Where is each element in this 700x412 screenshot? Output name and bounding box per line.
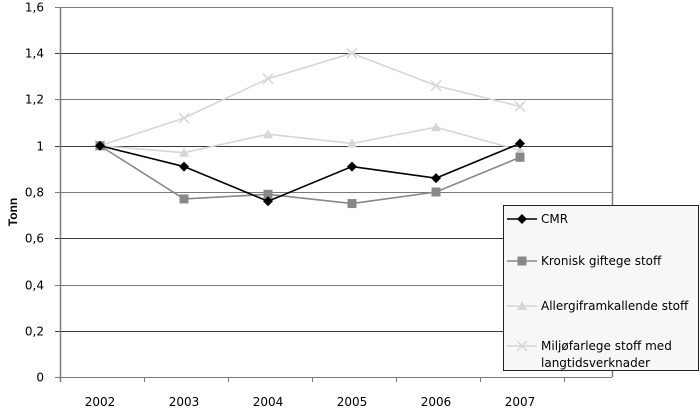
- x-marker-icon: [430, 80, 442, 92]
- triangle-marker-icon: [517, 301, 527, 310]
- square-marker-icon: [517, 256, 527, 266]
- y-tick-label: 0,4: [25, 279, 44, 293]
- x-tick-label: 2003: [169, 395, 200, 409]
- square-marker-icon: [347, 199, 357, 209]
- legend-box: [503, 205, 699, 371]
- y-tick-label: 0,8: [25, 186, 44, 200]
- square-marker-icon: [263, 189, 273, 199]
- legend-item: Allergiframkallende stoff: [507, 299, 689, 313]
- x-tick-label: 2006: [421, 395, 452, 409]
- triangle-marker-icon: [431, 122, 441, 132]
- triangle-marker-icon: [179, 147, 189, 157]
- square-marker-icon: [179, 194, 189, 204]
- legend-label: Allergiframkallende stoff: [541, 299, 689, 313]
- x-marker-icon: [346, 47, 358, 59]
- legend-item: CMR: [507, 212, 568, 226]
- series-line: [99, 52, 521, 147]
- y-tick-label: 1,4: [25, 47, 44, 61]
- triangle-marker-icon: [515, 145, 525, 155]
- diamond-marker-icon: [95, 140, 105, 151]
- triangle-marker-icon: [347, 138, 357, 148]
- triangle-marker-icon: [263, 129, 273, 139]
- diamond-marker-icon: [431, 173, 441, 184]
- x-tick-label: 2004: [253, 395, 284, 409]
- series-cmr: [95, 138, 525, 207]
- diamond-marker-icon: [263, 196, 273, 207]
- x-tick-label: 2007: [505, 395, 536, 409]
- diamond-marker-icon: [517, 214, 527, 224]
- x-tick-label: 2002: [85, 395, 116, 409]
- square-marker-icon: [431, 187, 441, 197]
- y-tick-label: 1: [36, 140, 44, 154]
- legend-label: Miljøfarlege stoff med: [541, 339, 672, 353]
- data-series: [94, 47, 526, 209]
- series-allergiframkallende-stoff: [95, 122, 525, 157]
- legend-label: CMR: [541, 212, 568, 226]
- legend-item: Kronisk giftege stoff: [507, 254, 662, 268]
- y-tick-label: 0: [36, 371, 44, 385]
- diamond-marker-icon: [179, 161, 189, 172]
- series-line: [99, 126, 521, 154]
- y-tick-label: 0,2: [25, 325, 44, 339]
- x-marker-icon: [516, 340, 528, 352]
- y-axis-label: Tonn: [6, 198, 20, 226]
- legend-label: langtidsverknader: [541, 356, 650, 370]
- diamond-marker-icon: [515, 138, 525, 149]
- x-marker-icon: [514, 100, 526, 112]
- y-axis-ticks: 0 0,2 0,4 0,6 0,8 1 1,2 1,4 1,6: [25, 1, 44, 385]
- series-line: [99, 142, 521, 203]
- square-marker-icon: [515, 152, 525, 162]
- gridlines: [55, 7, 612, 378]
- series-line: [99, 145, 521, 205]
- legend-item: Miljøfarlege stoff med langtidsverknader: [507, 339, 672, 370]
- x-marker-icon: [262, 73, 274, 85]
- legend-label: Kronisk giftege stoff: [541, 254, 662, 268]
- x-axis-ticks: 2002 2003 2004 2005 2006 2007: [85, 395, 536, 409]
- legend: CMR Kronisk giftege stoff Allergiframkalle…: [503, 205, 699, 371]
- y-tick-label: 1,2: [25, 93, 44, 107]
- y-tick-label: 1,6: [25, 1, 44, 15]
- x-tick-label: 2005: [337, 395, 368, 409]
- series-milj-farlege-stoff-med-langtidsverknader: [94, 47, 526, 152]
- y-tick-label: 0,6: [25, 232, 44, 246]
- x-marker-icon: [178, 112, 190, 124]
- diamond-marker-icon: [347, 161, 357, 172]
